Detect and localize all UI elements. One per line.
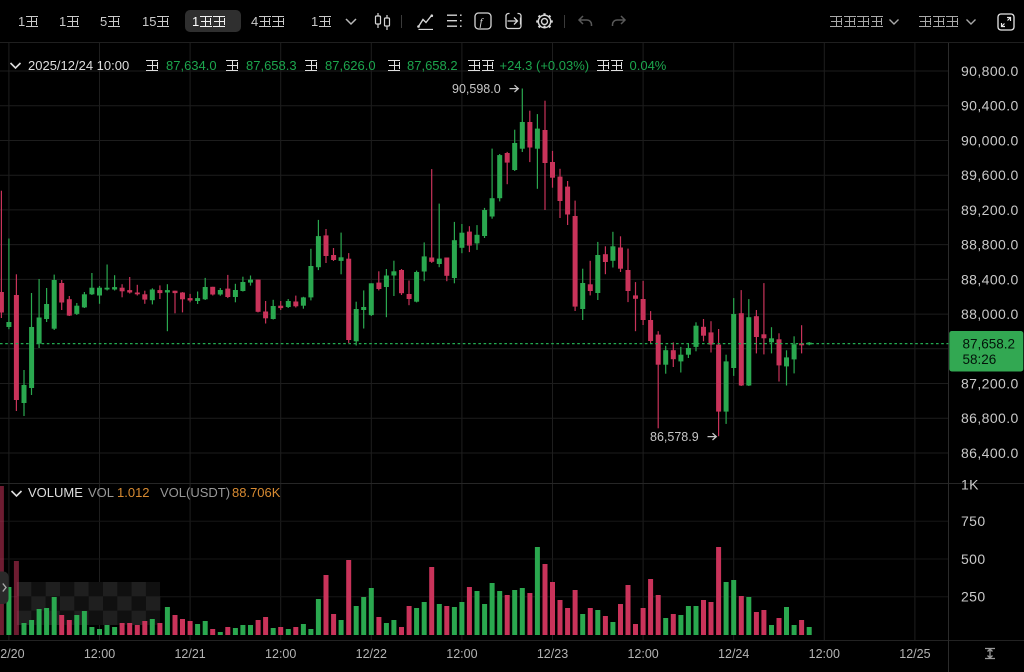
svg-text:89,600.0: 89,600.0 xyxy=(961,167,1019,183)
svg-text:12/25: 12/25 xyxy=(899,647,930,661)
svg-text:12:00: 12:00 xyxy=(84,647,115,661)
svg-text:250: 250 xyxy=(961,589,986,605)
svg-text:88,800.0: 88,800.0 xyxy=(961,237,1019,253)
svg-text:87,658.2: 87,658.2 xyxy=(963,336,1016,351)
svg-text:89,200.0: 89,200.0 xyxy=(961,202,1019,218)
svg-text:88,400.0: 88,400.0 xyxy=(961,271,1019,287)
svg-text:12:00: 12:00 xyxy=(265,647,296,661)
svg-text:90,598.0: 90,598.0 xyxy=(452,82,501,96)
svg-text:90,000.0: 90,000.0 xyxy=(961,132,1019,148)
svg-text:86,578.9: 86,578.9 xyxy=(650,430,699,444)
svg-text:12/21: 12/21 xyxy=(174,647,205,661)
svg-text:12:00: 12:00 xyxy=(446,647,477,661)
svg-text:12:00: 12:00 xyxy=(627,647,658,661)
svg-text:12/23: 12/23 xyxy=(537,647,568,661)
svg-text:500: 500 xyxy=(961,551,986,567)
svg-text:86,400.0: 86,400.0 xyxy=(961,445,1019,461)
svg-text:750: 750 xyxy=(961,513,986,529)
svg-text:1K: 1K xyxy=(961,476,979,492)
svg-text:12/24: 12/24 xyxy=(718,647,749,661)
svg-text:88,000.0: 88,000.0 xyxy=(961,306,1019,322)
svg-text:58:26: 58:26 xyxy=(963,352,997,367)
svg-text:12/20: 12/20 xyxy=(0,647,25,661)
svg-text:86,800.0: 86,800.0 xyxy=(961,410,1019,426)
svg-text:87,200.0: 87,200.0 xyxy=(961,375,1019,391)
svg-text:f: f xyxy=(480,17,485,29)
svg-text:12:00: 12:00 xyxy=(809,647,840,661)
svg-text:90,400.0: 90,400.0 xyxy=(961,98,1019,114)
svg-text:90,800.0: 90,800.0 xyxy=(961,63,1019,79)
svg-text:12/22: 12/22 xyxy=(356,647,387,661)
